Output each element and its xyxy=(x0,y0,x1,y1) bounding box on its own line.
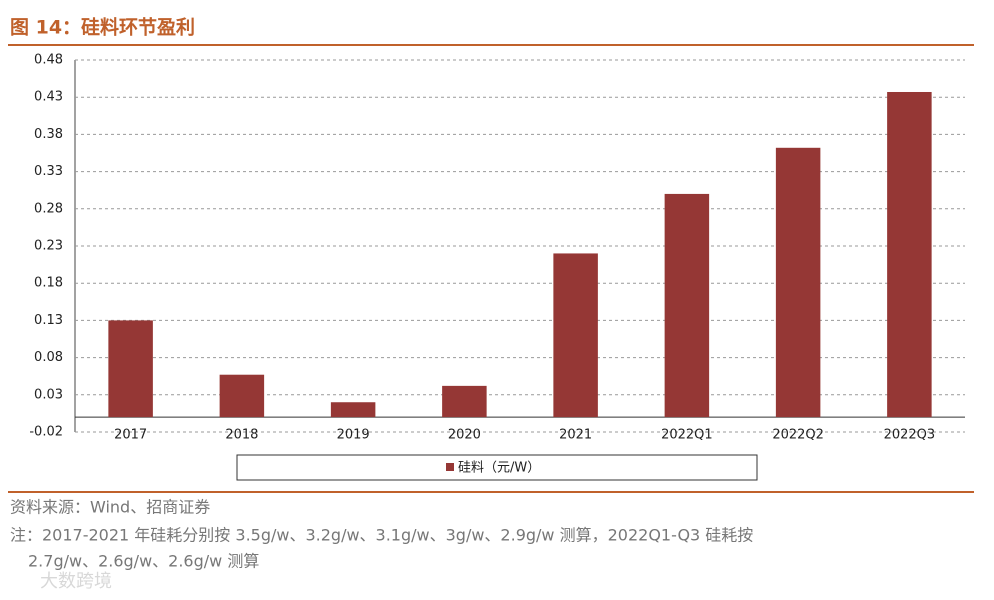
x-tick-label: 2022Q1 xyxy=(661,428,713,443)
y-tick-label: 0.23 xyxy=(34,239,63,254)
y-tick-label: 0.28 xyxy=(34,201,63,216)
source: 资料来源：Wind、招商证券 xyxy=(10,498,210,517)
y-tick-label: -0.02 xyxy=(29,425,63,440)
note-line: 2.7g/w、2.6g/w、2.6g/w 测算 xyxy=(28,552,259,571)
bar xyxy=(108,320,153,418)
y-tick-label: 0.43 xyxy=(34,90,63,105)
y-tick-label: 0.38 xyxy=(34,127,63,142)
x-tick-label: 2020 xyxy=(448,428,481,443)
y-tick-label: 0.13 xyxy=(34,313,63,328)
y-tick-label: 0.03 xyxy=(34,387,63,402)
legend-label: 硅料（元/W） xyxy=(458,461,540,476)
y-tick-label: 0.18 xyxy=(34,276,63,291)
legend-swatch xyxy=(446,463,454,471)
y-tick-label: 0.08 xyxy=(34,350,63,365)
bar xyxy=(219,374,265,418)
x-tick-label: 2022Q3 xyxy=(884,428,936,443)
bar xyxy=(330,402,376,418)
bar xyxy=(775,147,821,418)
note-line: 注：2017-2021 年硅耗分别按 3.5g/w、3.2g/w、3.1g/w、… xyxy=(10,526,753,545)
x-tick-label: 2018 xyxy=(225,428,258,443)
x-tick-label: 2017 xyxy=(114,428,147,443)
chart-title: 图 14：硅料环节盈利 xyxy=(10,16,195,39)
bar xyxy=(887,91,932,418)
x-tick-label: 2021 xyxy=(559,428,592,443)
y-tick-label: 0.48 xyxy=(34,53,63,68)
bar xyxy=(553,253,598,418)
watermark: 大数跨境 xyxy=(40,571,112,592)
y-tick-label: 0.33 xyxy=(34,164,63,179)
x-tick-label: 2019 xyxy=(337,428,370,443)
x-tick-label: 2022Q2 xyxy=(772,428,824,443)
bar xyxy=(442,385,487,418)
bar xyxy=(664,193,710,418)
legend-box xyxy=(236,454,758,481)
